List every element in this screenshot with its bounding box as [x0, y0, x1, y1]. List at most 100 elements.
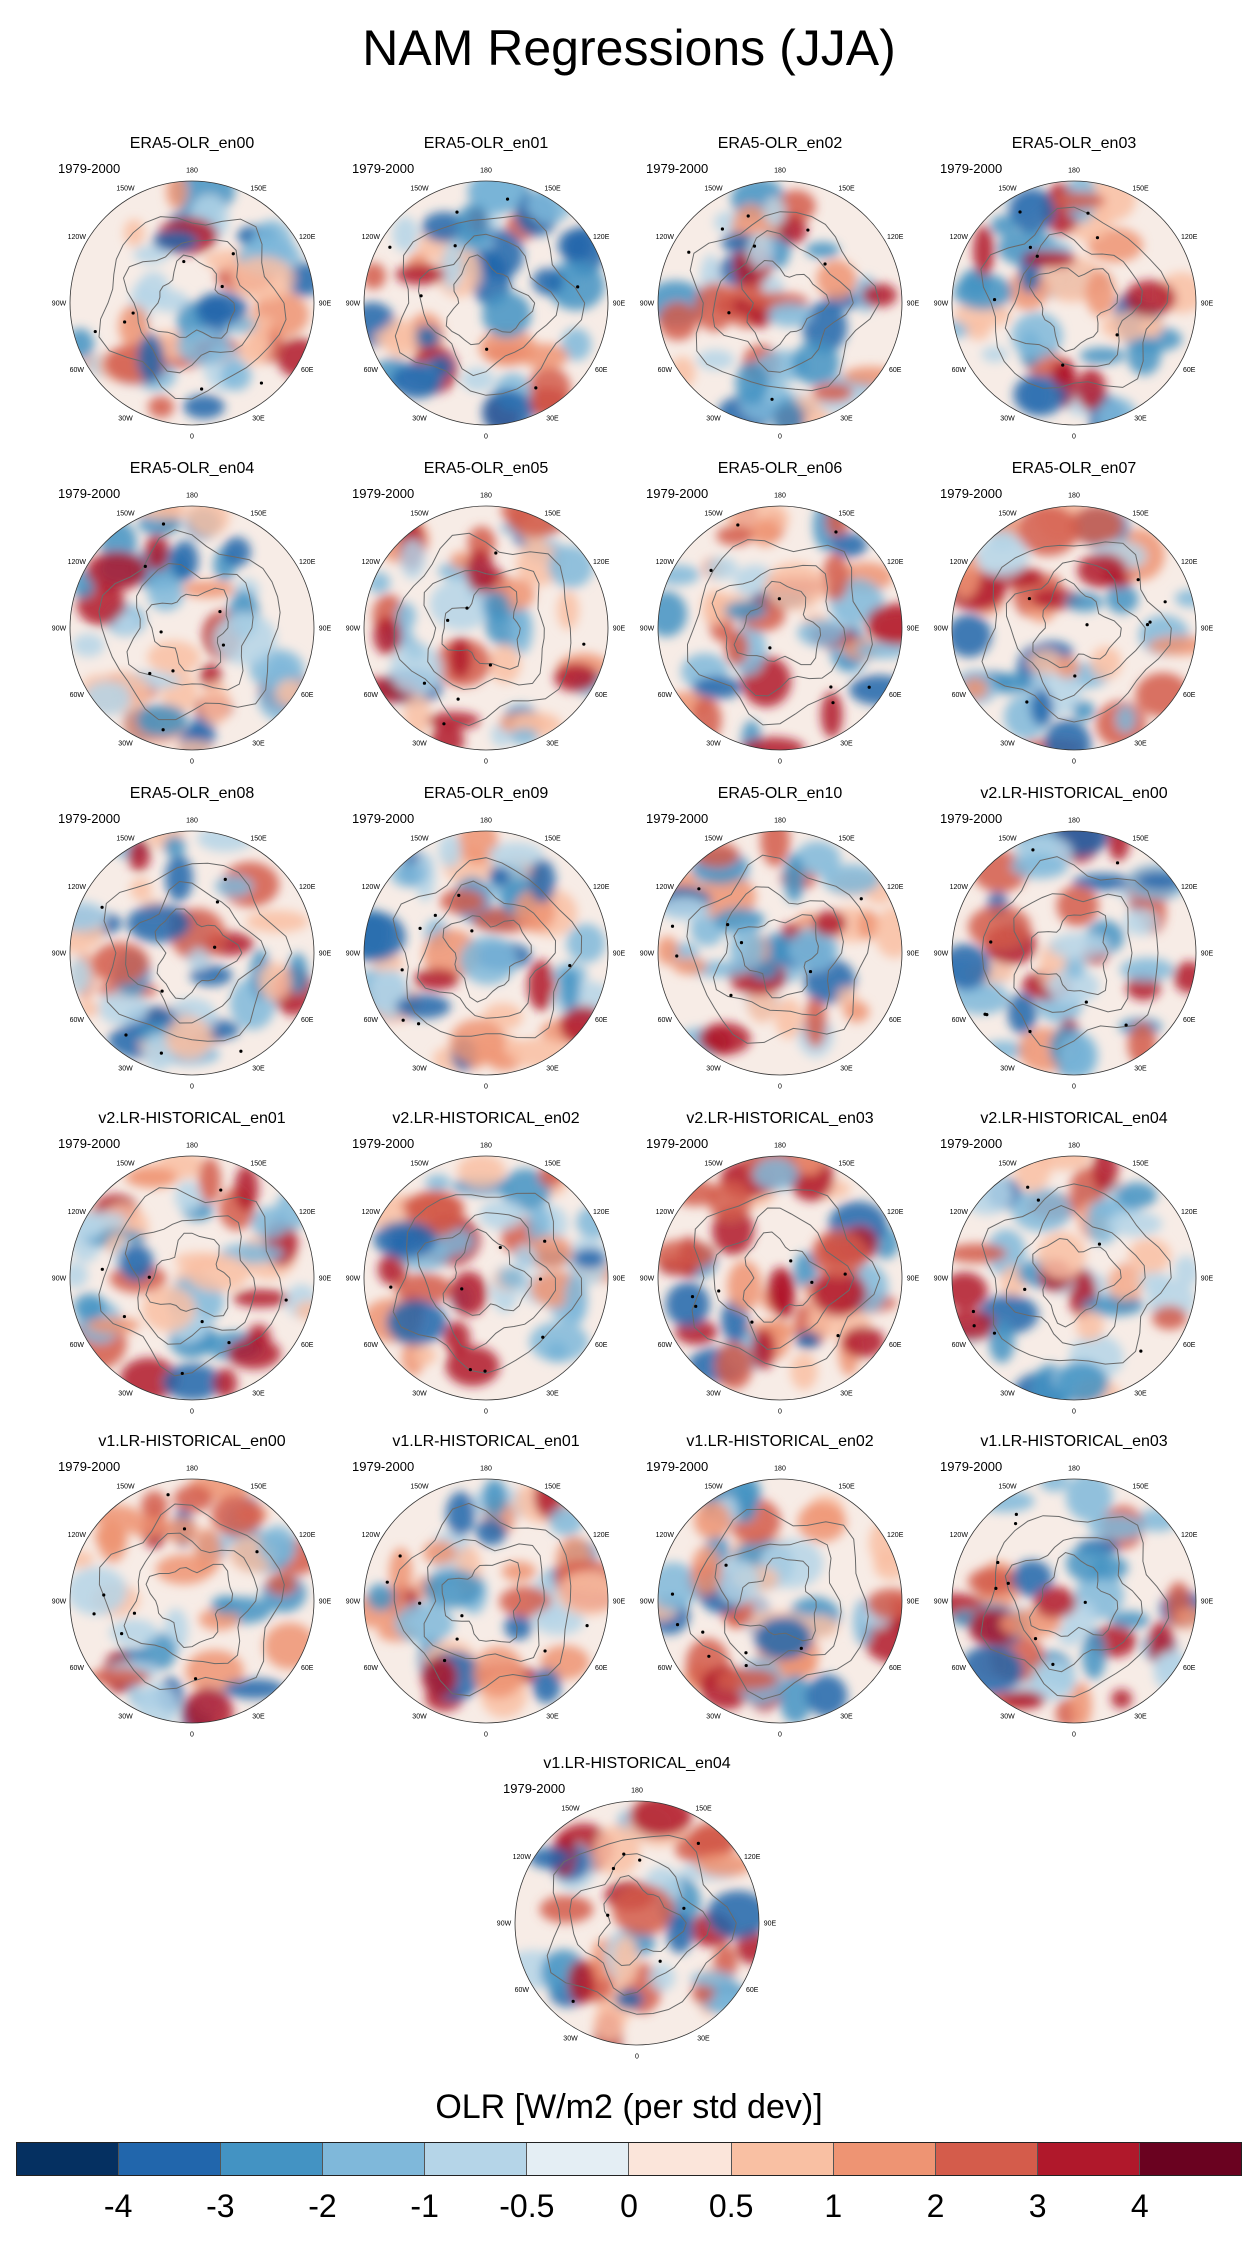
colorbar-swatch: [119, 2143, 222, 2175]
significance-dot: [171, 669, 175, 673]
panel-period-label: 1979-2000: [58, 486, 121, 501]
colorbar-tick-label: 0.5: [708, 2188, 754, 2224]
significance-dot: [670, 1592, 675, 1596]
significance-dot: [498, 1245, 502, 1250]
significance-dot: [1051, 1662, 1055, 1667]
longitude-label: 180: [480, 168, 492, 175]
longitude-label: 30E: [252, 1714, 265, 1721]
longitude-label: 30W: [412, 741, 427, 748]
longitude-label: 90E: [1201, 1276, 1214, 1283]
significance-dot: [750, 1320, 754, 1324]
longitude-label: 0: [190, 1409, 194, 1416]
longitude-label: 30E: [546, 1391, 559, 1398]
significance-dot: [670, 924, 675, 928]
map-panel: ERA5-OLR_en06 1979-2000 180 150E 120E 90E 60E 3…: [630, 460, 930, 766]
longitude-label: 120E: [299, 1532, 316, 1539]
longitude-label: 150W: [998, 185, 1017, 192]
significance-dot: [568, 964, 572, 968]
longitude-label: 90E: [319, 1599, 332, 1606]
longitude-label: 120E: [744, 1854, 761, 1861]
longitude-label: 60E: [746, 1987, 759, 1994]
longitude-label: 90W: [934, 1599, 949, 1606]
longitude-label: 150E: [1132, 510, 1149, 517]
longitude-label: 120E: [299, 884, 316, 891]
longitude-label: 0: [1072, 759, 1076, 766]
longitude-label: 150W: [704, 185, 723, 192]
longitude-label: 90W: [934, 301, 949, 308]
panel-title: ERA5-OLR_en03: [1011, 135, 1137, 152]
significance-dot: [996, 1560, 1000, 1565]
significance-dot: [455, 1637, 459, 1641]
longitude-label: 90W: [346, 626, 361, 633]
significance-dot: [485, 347, 489, 351]
longitude-label: 30E: [1134, 416, 1147, 423]
significance-dot: [160, 989, 164, 993]
colorbar-tick-label: -3: [206, 2188, 235, 2224]
panel-period-label: 1979-2000: [352, 811, 415, 826]
longitude-label: 90W: [934, 1276, 949, 1283]
panel-period-label: 1979-2000: [646, 486, 709, 501]
panel-title: ERA5-OLR_en00: [129, 135, 255, 152]
panel-title: ERA5-OLR_en01: [423, 135, 549, 152]
longitude-label: 150E: [250, 510, 267, 517]
longitude-label: 60W: [70, 367, 85, 374]
panel-title: ERA5-OLR_en02: [717, 135, 843, 152]
significance-dot: [284, 1298, 288, 1302]
panel-period-label: 1979-2000: [940, 486, 1003, 501]
longitude-label: 0: [190, 1732, 194, 1739]
panel-title: v2.LR-HISTORICAL_en04: [980, 1110, 1168, 1127]
polar-map: 180 150E 120E 90E 60E 30E 0 30W 60W 90W 120W 150W: [52, 168, 332, 441]
polar-map: 180 150E 120E 90E 60E 30E 0 30W 60W 90W 120W 150W: [52, 1143, 332, 1416]
map-panel: v2.LR-HISTORICAL_en01 1979-2000 180 150E 120…: [42, 1110, 342, 1416]
longitude-label: 30E: [546, 416, 559, 423]
significance-dot: [182, 1527, 187, 1531]
longitude-label: 90W: [640, 951, 655, 958]
longitude-label: 150W: [704, 1160, 723, 1167]
significance-dot: [122, 1314, 127, 1319]
longitude-label: 0: [778, 759, 782, 766]
significance-dot: [611, 1866, 616, 1871]
significance-dot: [416, 1022, 421, 1026]
significance-dot: [223, 877, 227, 881]
polar-map: 180 150E 120E 90E 60E 30E 0 30W 60W 90W 120W 150W: [497, 1788, 777, 2061]
significance-dot: [161, 728, 165, 732]
panel-title: v2.LR-HISTORICAL_en00: [980, 785, 1168, 802]
longitude-label: 30W: [706, 416, 721, 423]
significance-dot: [831, 701, 835, 705]
longitude-label: 60E: [301, 1342, 314, 1349]
longitude-label: 60W: [70, 1017, 85, 1024]
panel-period-label: 1979-2000: [940, 161, 1003, 176]
significance-dot: [488, 663, 493, 667]
panel-period-label: 1979-2000: [646, 1136, 709, 1151]
longitude-label: 0: [1072, 1084, 1076, 1091]
significance-dot: [576, 285, 580, 289]
panel-title: ERA5-OLR_en08: [129, 785, 255, 802]
longitude-label: 90E: [1201, 951, 1214, 958]
longitude-label: 90W: [640, 1276, 655, 1283]
colorbar-swatch: [527, 2143, 630, 2175]
significance-dot: [483, 1369, 487, 1373]
longitude-label: 150E: [250, 1483, 267, 1490]
panel-period-label: 1979-2000: [940, 1136, 1003, 1151]
significance-dot: [843, 1272, 847, 1276]
map-panel: ERA5-OLR_en04 1979-2000 180 150E 120E 90E 60E 3…: [42, 460, 342, 766]
panel-period-label: 1979-2000: [646, 1459, 709, 1474]
longitude-label: 120W: [68, 884, 87, 891]
significance-dot: [744, 1663, 748, 1668]
longitude-label: 60W: [658, 367, 673, 374]
significance-dot: [1139, 1349, 1143, 1353]
colorbar-swatch: [629, 2143, 732, 2175]
significance-dot: [123, 320, 127, 324]
longitude-label: 120W: [950, 884, 969, 891]
longitude-label: 120E: [299, 559, 316, 566]
longitude-label: 120W: [362, 884, 381, 891]
longitude-label: 0: [778, 1409, 782, 1416]
significance-dot: [147, 1275, 151, 1279]
polar-map: 180 150E 120E 90E 60E 30E 0 30W 60W 90W 120W 150W: [346, 168, 626, 441]
significance-dot: [720, 227, 724, 231]
panel-period-label: 1979-2000: [352, 486, 415, 501]
longitude-label: 60E: [301, 367, 314, 374]
significance-dot: [989, 940, 993, 944]
significance-dot: [622, 1852, 626, 1856]
map-panel: v2.LR-HISTORICAL_en03 1979-2000 180 150E 120…: [630, 1110, 930, 1416]
